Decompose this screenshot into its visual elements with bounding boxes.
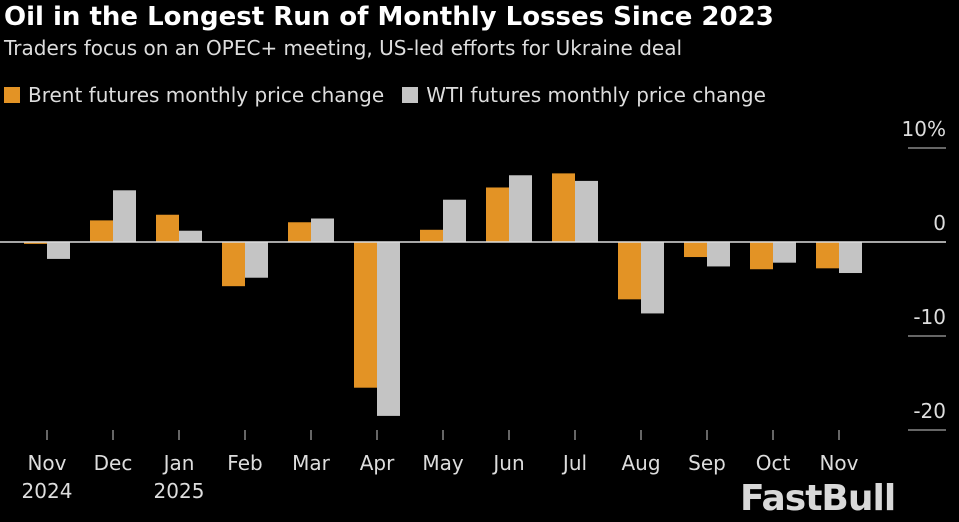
bar-brent bbox=[420, 229, 443, 242]
x-tick-label: Apr bbox=[360, 451, 395, 475]
bar-brent bbox=[288, 222, 311, 242]
bar-wti bbox=[509, 175, 532, 242]
legend-label-wti: WTI futures monthly price change bbox=[426, 83, 766, 107]
y-tick-label: -20 bbox=[913, 399, 946, 423]
x-tick-label: Oct bbox=[756, 451, 791, 475]
y-tick-label: 0 bbox=[933, 211, 946, 235]
bar-wti bbox=[377, 242, 400, 416]
bar-brent bbox=[222, 242, 245, 287]
bar-brent bbox=[552, 173, 575, 242]
x-tick-label: Jul bbox=[561, 451, 587, 475]
x-tick-label: Sep bbox=[688, 451, 726, 475]
bar-wti bbox=[443, 199, 466, 242]
x-tick-label: Nov bbox=[819, 451, 858, 475]
legend-swatch-wti bbox=[402, 87, 419, 103]
bar-wti bbox=[311, 218, 334, 242]
fastbull-watermark: FastBull bbox=[740, 478, 896, 519]
bar-wti bbox=[641, 242, 664, 314]
bar-wti bbox=[245, 242, 268, 278]
x-tick-label: Dec bbox=[94, 451, 133, 475]
x-tick-label: Aug bbox=[621, 451, 660, 475]
bar-wti bbox=[839, 242, 862, 274]
bar-wti bbox=[575, 180, 598, 242]
y-tick-label: 10% bbox=[902, 117, 946, 141]
x-tick-label: May bbox=[422, 451, 464, 475]
bar-brent bbox=[156, 214, 179, 242]
x-tick-label: Mar bbox=[292, 451, 331, 475]
bar-brent bbox=[684, 242, 707, 258]
x-tick-year: 2025 bbox=[154, 479, 205, 503]
bar-brent bbox=[816, 242, 839, 269]
bar-wti bbox=[773, 242, 796, 263]
legend-label-brent: Brent futures monthly price change bbox=[28, 83, 385, 107]
x-tick-year: 2024 bbox=[22, 479, 73, 503]
x-tick-label: Jun bbox=[491, 451, 524, 475]
bar-brent bbox=[354, 242, 377, 388]
y-tick-label: -10 bbox=[913, 305, 946, 329]
x-tick-label: Nov bbox=[27, 451, 66, 475]
bar-brent bbox=[618, 242, 641, 300]
legend-item-brent: Brent futures monthly price change bbox=[4, 83, 384, 107]
bar-brent bbox=[90, 220, 113, 242]
bar-wti bbox=[179, 230, 202, 242]
chart-title: Oil in the Longest Run of Monthly Losses… bbox=[4, 2, 774, 32]
bar-wti bbox=[707, 242, 730, 267]
bar-brent bbox=[486, 187, 509, 242]
legend-item-wti: WTI futures monthly price change bbox=[402, 83, 766, 107]
x-tick-label: Jan bbox=[162, 451, 195, 475]
legend: Brent futures monthly price change WTI f… bbox=[4, 83, 766, 107]
bar-brent bbox=[24, 242, 47, 244]
chart-subtitle: Traders focus on an OPEC+ meeting, US-le… bbox=[4, 36, 683, 60]
bar-wti bbox=[47, 242, 70, 259]
bar-brent bbox=[750, 242, 773, 270]
bar-wti bbox=[113, 190, 136, 242]
legend-swatch-brent bbox=[4, 87, 20, 103]
x-tick-label: Feb bbox=[227, 451, 262, 475]
